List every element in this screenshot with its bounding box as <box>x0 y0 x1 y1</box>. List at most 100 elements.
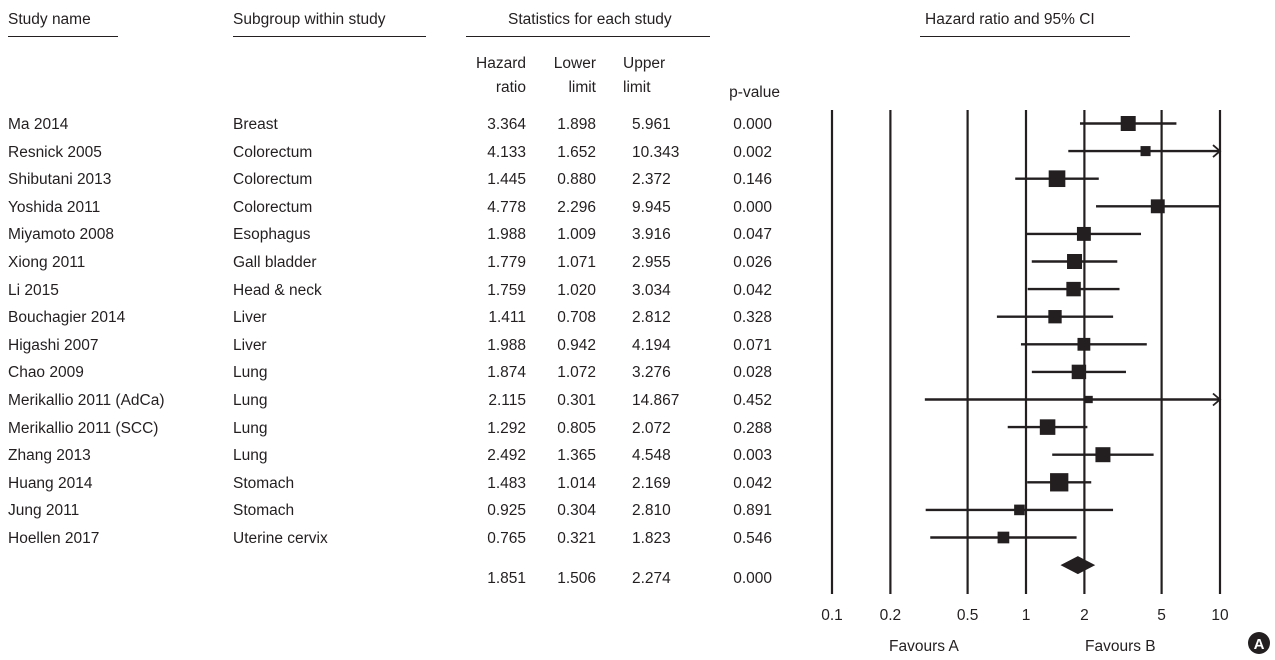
row-upper-limit: 2.072 <box>632 419 671 437</box>
row-hazard-ratio: 1.988 <box>487 226 526 244</box>
row-subgroup: Lung <box>233 419 268 437</box>
hazard-ratio-square <box>1050 473 1069 492</box>
hazard-ratio-square <box>1120 116 1136 131</box>
row-lower-limit: 0.880 <box>557 171 596 189</box>
row-study-name: Merikallio 2011 (AdCa) <box>8 392 165 409</box>
row-lower-limit: 0.805 <box>557 419 596 437</box>
favours-a-label: Favours A <box>889 638 959 655</box>
row-study-name: Jung 2011 <box>8 502 80 520</box>
row-lower-limit: 1.014 <box>557 474 596 492</box>
row-subgroup: Colorectum <box>233 198 313 216</box>
row-p-value: 0.146 <box>733 171 772 189</box>
x-tick-label: 2 <box>1080 607 1089 624</box>
row-p-value: 0.002 <box>733 143 772 161</box>
row-hazard-ratio: 2.492 <box>487 447 526 465</box>
summary-diamond <box>1060 556 1096 575</box>
row-p-value: 0.028 <box>733 364 772 382</box>
upper-limit-header-line1: Upper <box>623 55 666 72</box>
row-p-value: 0.328 <box>733 309 772 327</box>
hazard-ratio-square <box>1048 170 1066 188</box>
hazard-ratio-square <box>1039 419 1056 435</box>
x-tick-label: 0.5 <box>957 607 979 624</box>
row-hazard-ratio: 4.133 <box>487 143 526 161</box>
row-study-name: Hoellen 2017 <box>8 530 100 547</box>
row-study-name: Huang 2014 <box>8 474 93 492</box>
row-hazard-ratio: 1.779 <box>487 254 526 271</box>
ci-arrow <box>1212 144 1222 158</box>
summary-hazard-ratio: 1.851 <box>487 570 526 587</box>
row-subgroup: Esophagus <box>233 226 311 244</box>
lower-limit-header-line1: Lower <box>553 55 596 72</box>
row-hazard-ratio: 1.292 <box>487 419 526 437</box>
row-hazard-ratio: 1.445 <box>487 171 526 189</box>
hazard-ratio-header-line2: ratio <box>495 79 526 96</box>
hazard-ratio-square <box>1066 281 1081 297</box>
row-p-value: 0.026 <box>733 254 772 271</box>
row-upper-limit: 2.810 <box>632 502 671 520</box>
row-upper-limit: 3.276 <box>632 364 671 382</box>
row-p-value: 0.288 <box>733 419 772 437</box>
row-lower-limit: 1.652 <box>557 143 596 161</box>
row-lower-limit: 0.301 <box>557 392 596 409</box>
row-lower-limit: 1.072 <box>557 364 596 382</box>
x-tick-label: 1 <box>1022 607 1031 624</box>
row-subgroup: Lung <box>233 392 268 409</box>
row-subgroup: Colorectum <box>233 171 313 189</box>
x-tick-label: 10 <box>1211 607 1229 624</box>
row-subgroup: Stomach <box>233 502 295 520</box>
row-p-value: 0.452 <box>733 392 772 409</box>
p-value-header: p-value <box>729 84 780 101</box>
row-hazard-ratio: 1.988 <box>487 336 526 354</box>
plot-title: Hazard ratio and 95% CI <box>925 11 1095 28</box>
summary-upper-limit: 2.274 <box>632 570 671 587</box>
row-subgroup: Lung <box>233 447 268 465</box>
row-p-value: 0.047 <box>733 226 772 244</box>
row-hazard-ratio: 0.925 <box>487 502 526 520</box>
row-upper-limit: 3.034 <box>632 281 671 299</box>
row-upper-limit: 1.823 <box>632 530 671 547</box>
row-upper-limit: 5.961 <box>632 116 671 133</box>
hazard-ratio-square <box>1048 310 1062 324</box>
hazard-ratio-square <box>1071 364 1087 380</box>
subgroup-header: Subgroup within study <box>233 11 386 28</box>
row-lower-limit: 0.321 <box>557 530 596 547</box>
row-subgroup: Stomach <box>233 474 295 492</box>
row-subgroup: Colorectum <box>233 143 313 161</box>
row-study-name: Shibutani 2013 <box>8 171 112 189</box>
hazard-ratio-square <box>1067 254 1083 269</box>
summary-p-value: 0.000 <box>733 570 772 587</box>
plot-title-underline <box>920 36 1130 37</box>
hazard-ratio-square <box>997 531 1010 544</box>
hazard-ratio-square <box>1095 447 1111 463</box>
row-p-value: 0.891 <box>733 502 772 520</box>
row-hazard-ratio: 1.874 <box>487 364 526 382</box>
hazard-ratio-square <box>1014 504 1025 516</box>
row-p-value: 0.042 <box>733 474 772 492</box>
row-upper-limit: 2.812 <box>632 309 671 327</box>
row-study-name: Resnick 2005 <box>8 143 102 161</box>
study-name-header: Study name <box>8 11 91 28</box>
row-hazard-ratio: 1.483 <box>487 474 526 492</box>
row-p-value: 0.000 <box>733 116 772 133</box>
row-lower-limit: 1.365 <box>557 447 596 465</box>
row-lower-limit: 1.898 <box>557 116 596 133</box>
statistics-header: Statistics for each study <box>508 11 672 28</box>
row-lower-limit: 2.296 <box>557 198 596 216</box>
row-subgroup: Gall bladder <box>233 254 317 271</box>
panel-label: A <box>1254 636 1265 653</box>
row-upper-limit: 2.955 <box>632 254 671 271</box>
row-upper-limit: 9.945 <box>632 198 671 216</box>
statistics-header-underline <box>466 36 710 37</box>
row-lower-limit: 1.071 <box>557 254 596 271</box>
x-tick-label: 5 <box>1157 607 1166 624</box>
row-p-value: 0.042 <box>733 281 772 299</box>
row-hazard-ratio: 1.411 <box>488 309 526 327</box>
row-subgroup: Uterine cervix <box>233 530 328 547</box>
row-hazard-ratio: 1.759 <box>487 281 526 299</box>
x-tick-label: 0.1 <box>821 607 843 624</box>
row-upper-limit: 2.372 <box>632 171 671 189</box>
row-upper-limit: 4.194 <box>632 336 671 354</box>
subgroup-header-underline <box>233 36 426 37</box>
summary-lower-limit: 1.506 <box>557 570 596 587</box>
hazard-ratio-square <box>1150 199 1165 214</box>
